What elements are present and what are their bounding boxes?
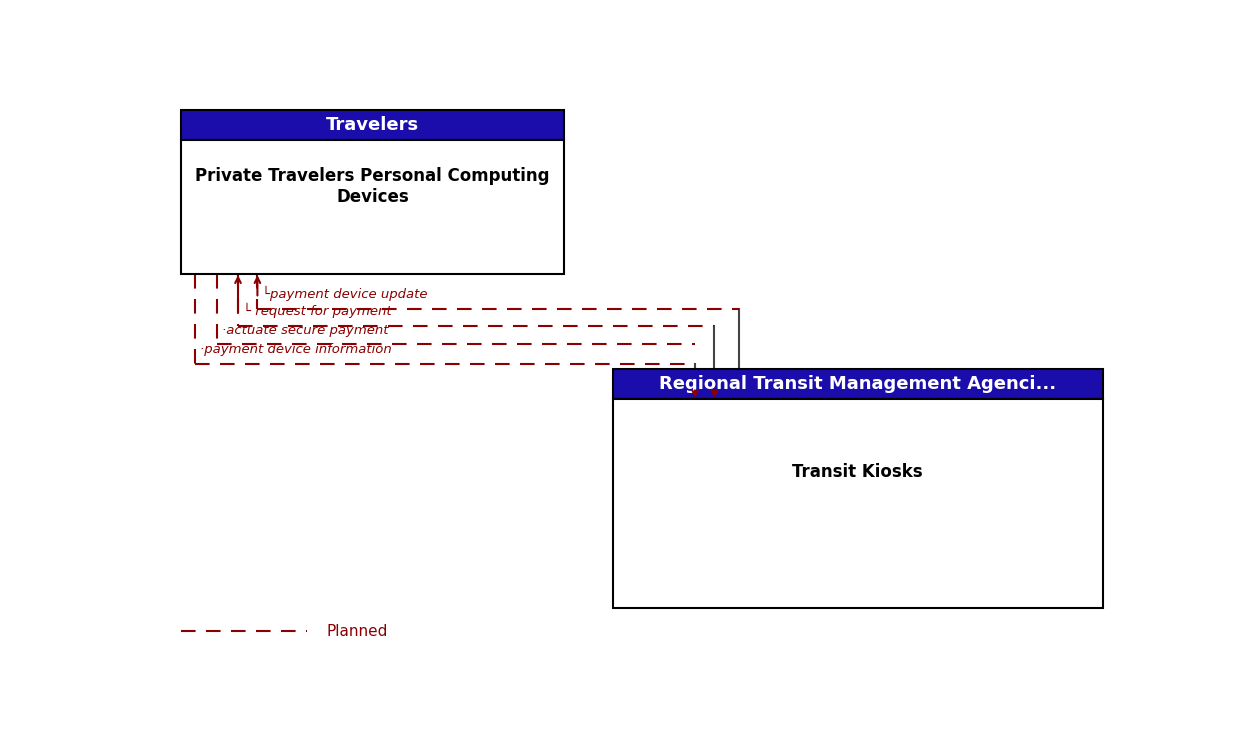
Text: Private Travelers Personal Computing
Devices: Private Travelers Personal Computing Dev… xyxy=(195,168,550,206)
Text: ·actuate secure payment: ·actuate secure payment xyxy=(222,324,388,337)
Bar xyxy=(180,110,563,140)
Text: Planned: Planned xyxy=(327,624,388,639)
Text: ·payment device information: ·payment device information xyxy=(200,343,392,357)
Bar xyxy=(612,369,1103,399)
Text: Regional Transit Management Agenci...: Regional Transit Management Agenci... xyxy=(659,375,1057,393)
Bar xyxy=(612,399,1103,608)
Text: └payment device update: └payment device update xyxy=(262,286,428,301)
Text: Transit Kiosks: Transit Kiosks xyxy=(793,463,923,481)
Text: Travelers: Travelers xyxy=(326,116,419,134)
Bar xyxy=(180,140,563,274)
Text: └ request for payment: └ request for payment xyxy=(243,303,392,319)
